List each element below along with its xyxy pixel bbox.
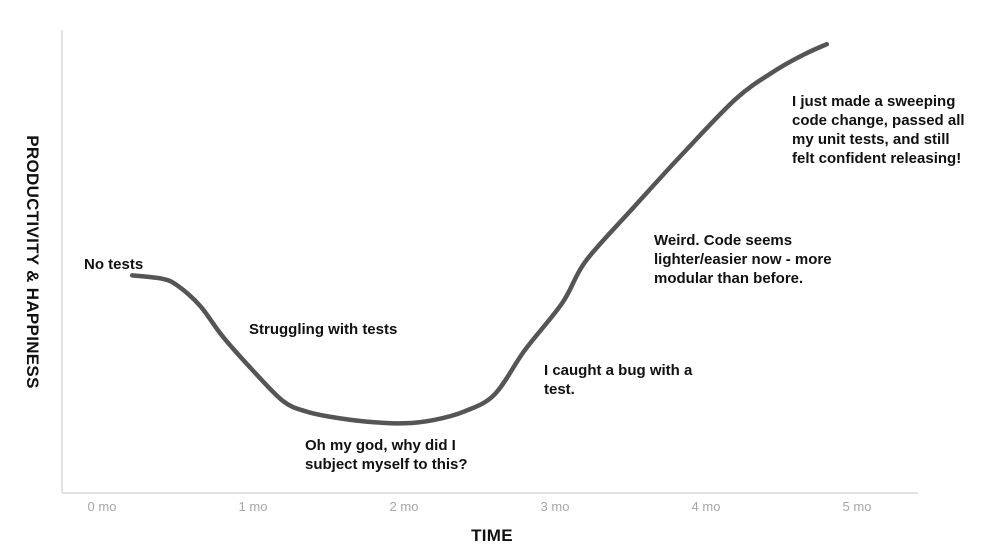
annotation-line: my unit tests, and still — [792, 131, 950, 148]
annotation-line: I caught a bug with a — [544, 362, 693, 379]
annotation-label: I caught a bug with a test. — [544, 362, 693, 398]
annotation-line: test. — [544, 381, 575, 398]
x-axis-title: TIME — [471, 526, 513, 545]
series-line-productivity — [129, 41, 830, 426]
annotation-line: Weird. Code seems — [654, 232, 792, 249]
x-tick-label: 0 mo — [88, 499, 117, 514]
annotation-line: Oh my god, why did I — [305, 437, 456, 454]
x-tick-label: 2 mo — [390, 499, 419, 514]
y-axis-title: PRODUCTIVITY & HAPPINESS — [23, 135, 42, 388]
annotation-line: subject myself to this? — [305, 456, 468, 473]
annotation-label: No tests — [84, 256, 143, 273]
annotation-label: Oh my god, why did I subject myself to th… — [305, 437, 468, 473]
x-tick-label: 5 mo — [843, 499, 872, 514]
annotation-line: code change, passed all — [792, 112, 965, 129]
annotation-line: I just made a sweeping — [792, 93, 955, 110]
annotation-line: lighter/easier now - more — [654, 251, 832, 268]
annotation-line: felt confident releasing! — [792, 150, 961, 167]
annotation-label: Weird. Code seems lighter/easier now - mo… — [654, 232, 832, 287]
annotation-label: Struggling with tests — [249, 321, 397, 338]
annotation-label: I just made a sweeping code change, passe… — [792, 93, 965, 167]
annotation-line: modular than before. — [654, 270, 803, 287]
x-tick-label: 4 mo — [692, 499, 721, 514]
x-tick-labels: 0 mo 1 mo 2 mo 3 mo 4 mo 5 mo — [88, 499, 872, 514]
x-tick-label: 3 mo — [541, 499, 570, 514]
annotation-line: Struggling with tests — [249, 321, 397, 338]
annotations: No tests Struggling with tests Oh my god, … — [84, 93, 965, 473]
x-tick-label: 1 mo — [239, 499, 268, 514]
annotation-line: No tests — [84, 256, 143, 273]
